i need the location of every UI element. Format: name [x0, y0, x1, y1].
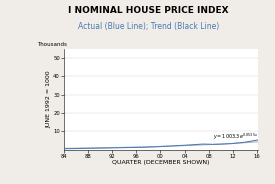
Y-axis label: JUNE 1992 = 1000: JUNE 1992 = 1000	[47, 70, 52, 128]
Text: $y = 1003.3e^{0.0535x}$: $y = 1003.3e^{0.0535x}$	[213, 131, 258, 142]
Text: Thousands: Thousands	[37, 42, 67, 47]
Text: I NOMINAL HOUSE PRICE INDEX: I NOMINAL HOUSE PRICE INDEX	[68, 6, 229, 15]
X-axis label: QUARTER (DECEMBER SHOWN): QUARTER (DECEMBER SHOWN)	[112, 160, 210, 165]
Text: Actual (Blue Line); Trend (Black Line): Actual (Blue Line); Trend (Black Line)	[78, 22, 219, 31]
